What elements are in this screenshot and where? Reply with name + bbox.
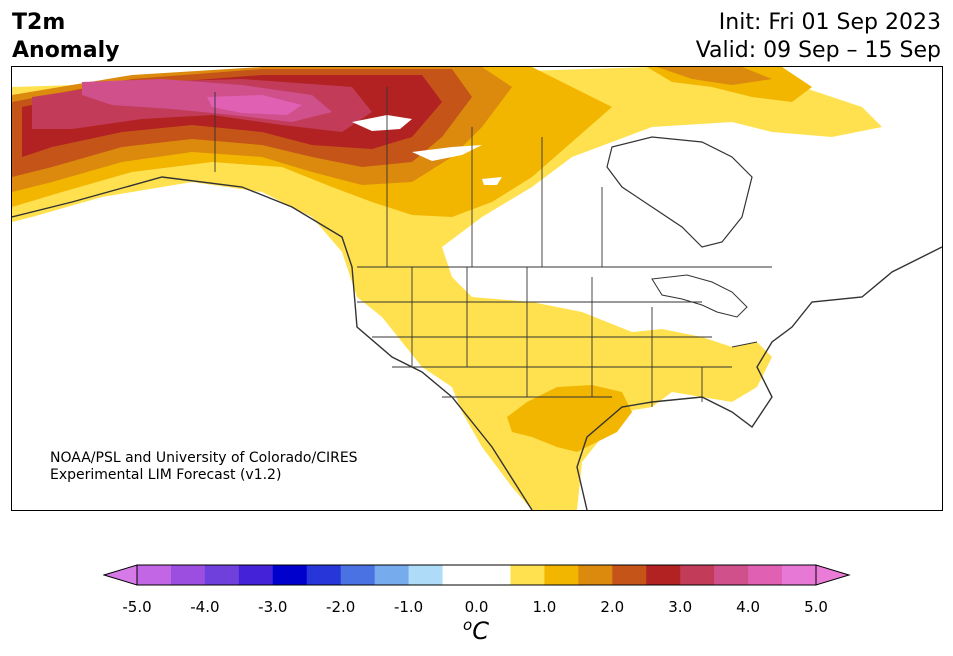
unit-base: C — [472, 617, 489, 645]
colorbar-cell — [137, 565, 172, 585]
great-bear-lake — [352, 115, 412, 131]
colorbar-unit: oC — [463, 616, 489, 645]
colorbar-cell — [782, 565, 817, 585]
colorbar-cell — [340, 565, 376, 585]
hudson-bay — [606, 136, 753, 248]
credit-line-1: NOAA/PSL and University of Colorado/CIRE… — [50, 450, 358, 466]
credit-text: NOAA/PSL and University of Colorado/CIRE… — [50, 450, 358, 484]
colorbar-tick-label: 3.0 — [668, 598, 693, 616]
colorbar-ticks: -5.0 -4.0 -3.0 -2.0 -1.0 0.0 1.0 2.0 3.0 4.0 5.0 — [0, 598, 953, 618]
anomaly-region-3c-ne — [657, 67, 772, 85]
colorbar-cell — [680, 565, 715, 585]
colorbar — [103, 564, 851, 586]
colorbar-tick-label: -1.0 — [393, 598, 424, 616]
lake-winnipeg — [482, 177, 502, 185]
colorbar-tick-label: 0.0 — [464, 598, 489, 616]
anomaly-region-1c — [12, 67, 882, 510]
colorbar-cell — [238, 565, 274, 585]
colorbar-cell — [748, 565, 783, 585]
anomaly-region-2c-south — [507, 385, 632, 452]
colorbar-tick-label: -2.0 — [326, 598, 356, 616]
anomaly-region-8c — [207, 95, 302, 115]
colorbar-cell — [272, 565, 308, 585]
colorbar-cell — [170, 565, 206, 585]
colorbar-cells — [137, 565, 817, 585]
title-line-1: T2m — [12, 10, 66, 35]
colorbar-cell — [408, 565, 444, 585]
colorbar-tick-label: 1.0 — [532, 598, 557, 616]
colorbar-cell — [714, 565, 749, 585]
init-date: Init: Fri 01 Sep 2023 — [718, 10, 941, 35]
colorbar-tick-label: -3.0 — [258, 598, 288, 616]
political-borders — [214, 87, 772, 407]
forecast-dates: Init: Fri 01 Sep 2023 Valid: 09 Sep – 15… — [696, 9, 941, 65]
valid-range: Valid: 09 Sep – 15 Sep — [695, 38, 941, 63]
map-canvas — [12, 67, 942, 510]
colorbar-tick-label: -5.0 — [122, 598, 152, 616]
colorbar-cell — [442, 565, 478, 585]
map-title: T2m Anomaly — [12, 9, 119, 65]
colorbar-tick-label: 2.0 — [600, 598, 625, 616]
great-lakes — [651, 274, 748, 318]
colorbar-cell — [306, 565, 342, 585]
colorbar-cell — [646, 565, 681, 585]
colorbar-tick-label: 5.0 — [804, 598, 828, 616]
colorbar-tick-label: -4.0 — [190, 598, 220, 616]
colorbar-cell — [374, 565, 410, 585]
unit-superscript: o — [463, 616, 473, 634]
colorbar-tick-label: 4.0 — [736, 598, 761, 616]
colorbar-cell — [612, 565, 647, 585]
great-slave-lake — [412, 145, 482, 161]
colorbar-max-arrow — [815, 564, 851, 586]
colorbar-outline — [136, 564, 817, 586]
credit-line-2: Experimental LIM Forecast (v1.2) — [50, 467, 282, 483]
colorbar-min-arrow — [103, 564, 138, 586]
colorbar-cell — [578, 565, 613, 585]
colorbar-cell — [204, 565, 240, 585]
title-line-2: Anomaly — [12, 38, 120, 63]
colorbar-cell — [476, 565, 512, 585]
colorbar-cell — [544, 565, 579, 585]
colorbar-cell — [510, 565, 545, 585]
anomaly-map: NOAA/PSL and University of Colorado/CIRE… — [11, 66, 943, 511]
